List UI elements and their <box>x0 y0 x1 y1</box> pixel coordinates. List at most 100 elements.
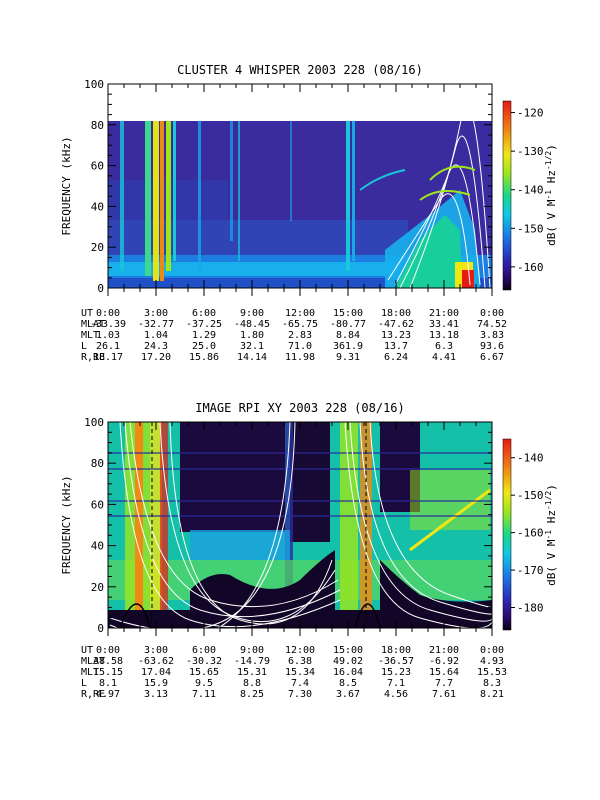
ephemeris-cell: 4.93 <box>480 656 504 667</box>
ephemeris-cell: 1.80 <box>240 330 264 341</box>
ephemeris-cell: 15.34 <box>285 667 315 678</box>
ephemeris-cell: 32.1 <box>240 341 264 352</box>
colorbar-tick-label: -140 <box>517 184 544 197</box>
ephemeris-cell: 14.14 <box>237 352 267 363</box>
y-tick-label: 20 <box>91 581 104 594</box>
panel-1-spectrogram <box>108 106 492 288</box>
y-tick-label: 80 <box>91 119 104 132</box>
ephemeris-cell: -48.45 <box>234 319 270 330</box>
ephemeris-cell: 15.64 <box>429 667 459 678</box>
panel-2-ephemeris-table: UT 0:00 3:00 6:00 9:00 12:00 15:00 18:00 21:00 0:… <box>81 645 507 700</box>
ephemeris-row-label: L <box>81 678 87 689</box>
ephemeris-cell: 11.98 <box>285 352 315 363</box>
panel-1-x-ticks <box>107 84 493 296</box>
colorbar-tick-label: -140 <box>517 452 544 465</box>
ephemeris-cell: 9:00 <box>240 308 264 319</box>
ephemeris-cell: 13.23 <box>381 330 411 341</box>
ephemeris-cell: 13.7 <box>384 341 408 352</box>
ephemeris-cell: 74.52 <box>477 319 507 330</box>
ephemeris-cell: 18:00 <box>381 308 411 319</box>
ephemeris-cell: 15.31 <box>237 667 267 678</box>
ephemeris-cell: 8.25 <box>240 689 264 700</box>
ephemeris-cell: 4.56 <box>384 689 408 700</box>
ephemeris-cell: 1.03 <box>96 330 120 341</box>
ephemeris-cell: 7.4 <box>291 678 309 689</box>
y-tick-label: 60 <box>91 498 104 511</box>
ephemeris-cell: 26.1 <box>96 341 120 352</box>
ephemeris-cell: -65.75 <box>282 319 318 330</box>
ephemeris-cell: 21:00 <box>429 645 459 656</box>
ephemeris-cell: 8.1 <box>99 678 117 689</box>
ephemeris-cell: 49.02 <box>333 656 363 667</box>
ephemeris-cell: 21:00 <box>429 308 459 319</box>
ephemeris-cell: -36.57 <box>378 656 414 667</box>
ephemeris-cell: 9.5 <box>195 678 213 689</box>
ephemeris-cell: 4.97 <box>96 689 120 700</box>
colorbar-tick-label: -150 <box>517 222 544 235</box>
ephemeris-cell: 25.0 <box>192 341 216 352</box>
ephemeris-cell: -30.32 <box>186 656 222 667</box>
ephemeris-row-label: UT <box>81 645 93 656</box>
y-tick-label: 40 <box>91 200 104 213</box>
colorbar-tick-label: -130 <box>517 145 544 158</box>
colorbar-tick-label: -170 <box>517 564 544 577</box>
ephemeris-cell: 17.04 <box>141 667 171 678</box>
colorbar-tick-label: -180 <box>517 602 544 615</box>
ephemeris-cell: 24.3 <box>144 341 168 352</box>
ephemeris-cell: 15:00 <box>333 645 363 656</box>
ephemeris-cell: 7.30 <box>288 689 312 700</box>
ephemeris-cell: 6:00 <box>192 645 216 656</box>
ephemeris-row-label: MLAT <box>81 656 105 667</box>
ephemeris-cell: 0:00 <box>96 308 120 319</box>
colorbar-tick-label: -120 <box>517 107 544 120</box>
ephemeris-cell: 13.18 <box>429 330 459 341</box>
ephemeris-cell: 33.41 <box>429 319 459 330</box>
ephemeris-cell: 18.17 <box>93 352 123 363</box>
ephemeris-cell: 15:00 <box>333 308 363 319</box>
ephemeris-cell: 3:00 <box>144 645 168 656</box>
ephemeris-cell: 6:00 <box>192 308 216 319</box>
panel-1-colorbar-ticks: -120 -130 -140 -150 -160 <box>511 107 544 274</box>
ephemeris-cell: 15.23 <box>381 667 411 678</box>
ephemeris-cell: 1.04 <box>144 330 168 341</box>
panel-1: CLUSTER 4 WHISPER 2003 228 (08/16) <box>60 63 558 363</box>
ephemeris-cell: 7.61 <box>432 689 456 700</box>
ephemeris-cell: -6.92 <box>429 656 459 667</box>
colorbar-tick-label: -150 <box>517 489 544 502</box>
ephemeris-cell: 0:00 <box>96 645 120 656</box>
ephemeris-cell: 3.13 <box>144 689 168 700</box>
ephemeris-cell: 93.6 <box>480 341 504 352</box>
panel-2-x-ticks <box>107 422 493 636</box>
ephemeris-cell: -80.77 <box>330 319 366 330</box>
ephemeris-cell: 8.21 <box>480 689 504 700</box>
ephemeris-cell: 16.04 <box>333 667 363 678</box>
ephemeris-cell: -32.77 <box>138 319 174 330</box>
ephemeris-cell: 18:00 <box>381 645 411 656</box>
ephemeris-cell: 6.38 <box>288 656 312 667</box>
ephemeris-row-label: MLT <box>81 330 99 341</box>
ephemeris-cell: 71.0 <box>288 341 312 352</box>
ephemeris-cell: 8.8 <box>243 678 261 689</box>
ephemeris-cell: 15.15 <box>93 667 123 678</box>
ephemeris-cell: 3.67 <box>336 689 360 700</box>
ephemeris-row-label: MLAT <box>81 319 105 330</box>
ephemeris-cell: -63.62 <box>138 656 174 667</box>
ephemeris-cell: 7.11 <box>192 689 216 700</box>
ephemeris-cell: -14.79 <box>234 656 270 667</box>
y-tick-label: 60 <box>91 160 104 173</box>
ephemeris-cell: 0:00 <box>480 308 504 319</box>
ephemeris-cell: 3:00 <box>144 308 168 319</box>
ephemeris-cell: 3.83 <box>480 330 504 341</box>
panel-1-colorbar <box>502 100 512 291</box>
y-tick-label: 100 <box>84 78 104 91</box>
ephemeris-cell: 6.24 <box>384 352 408 363</box>
y-tick-label: 40 <box>91 540 104 553</box>
ephemeris-cell: 9.31 <box>336 352 360 363</box>
ephemeris-cell: 38.58 <box>93 656 123 667</box>
ephemeris-cell: 7.1 <box>387 678 405 689</box>
panel-1-ephemeris-table: UT 0:00 3:00 6:00 9:00 12:00 15:00 18:00 21:00 0:… <box>81 308 507 363</box>
ephemeris-cell: -33.39 <box>90 319 126 330</box>
colorbar-tick-label: -160 <box>517 527 544 540</box>
colorbar-tick-label: -160 <box>517 261 544 274</box>
